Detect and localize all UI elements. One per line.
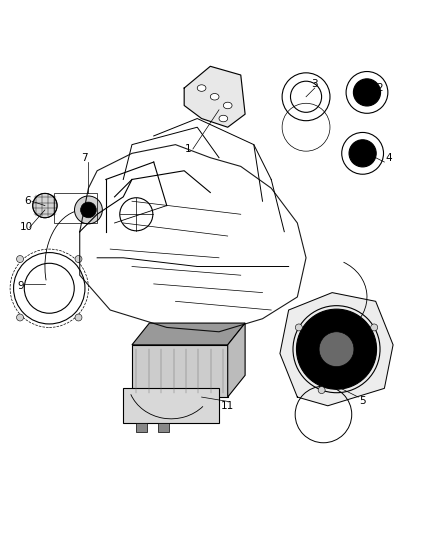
Polygon shape [280, 293, 393, 406]
Text: 1: 1 [185, 144, 192, 154]
Polygon shape [136, 423, 147, 432]
Circle shape [353, 79, 381, 106]
Polygon shape [132, 323, 245, 345]
Circle shape [297, 309, 377, 389]
Circle shape [75, 314, 82, 321]
Polygon shape [132, 345, 228, 397]
Circle shape [74, 196, 102, 224]
Ellipse shape [219, 115, 228, 122]
Text: 11: 11 [221, 401, 234, 411]
Circle shape [17, 255, 24, 263]
Circle shape [349, 140, 376, 167]
Circle shape [295, 324, 302, 331]
Circle shape [319, 332, 354, 367]
Circle shape [75, 255, 82, 263]
Text: 5: 5 [359, 397, 366, 407]
Ellipse shape [210, 93, 219, 100]
Circle shape [318, 386, 325, 393]
Ellipse shape [223, 102, 232, 109]
Polygon shape [158, 423, 169, 432]
Circle shape [17, 314, 24, 321]
Ellipse shape [197, 85, 206, 91]
Text: 8: 8 [81, 209, 88, 219]
Polygon shape [123, 389, 219, 423]
Text: 2: 2 [377, 83, 383, 93]
Circle shape [371, 324, 378, 331]
Circle shape [361, 87, 372, 98]
Circle shape [33, 193, 57, 218]
Text: 6: 6 [24, 196, 31, 206]
Text: 10: 10 [20, 222, 33, 232]
Polygon shape [184, 66, 245, 127]
Circle shape [81, 202, 96, 218]
Text: 9: 9 [18, 281, 24, 291]
Text: 7: 7 [81, 152, 88, 163]
Text: 4: 4 [385, 152, 392, 163]
Text: 3: 3 [311, 79, 318, 88]
Circle shape [357, 148, 368, 159]
Polygon shape [228, 323, 245, 397]
